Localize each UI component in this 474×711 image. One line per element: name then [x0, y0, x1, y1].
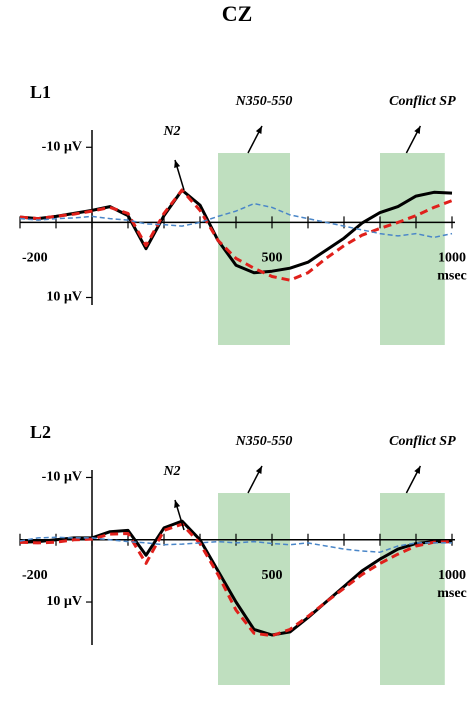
- x-tick-label: 1000: [438, 568, 466, 583]
- window-label: Conflict SP: [389, 434, 456, 449]
- panel-title: L1: [30, 82, 51, 102]
- arrow-head: [414, 126, 421, 134]
- y-tick-label: 10 µV: [46, 594, 82, 609]
- time-window: [380, 153, 445, 345]
- x-tick-label: 1000: [438, 251, 466, 266]
- window-label: N350-550: [235, 94, 293, 109]
- erp-wave: [19, 536, 452, 553]
- figure-title: CZ: [222, 1, 253, 26]
- arrow-head: [174, 500, 181, 508]
- arrow-head: [255, 126, 262, 134]
- x-tick-label: -200: [22, 251, 48, 266]
- erp-wave: [19, 188, 453, 282]
- erp-wave: [19, 202, 453, 239]
- x-tick-label: -200: [22, 568, 48, 583]
- arrow-head: [174, 160, 181, 168]
- x-axis-label: msec: [437, 586, 467, 601]
- time-window: [218, 153, 290, 345]
- peak-label: N2: [162, 464, 180, 479]
- window-label: Conflict SP: [389, 94, 456, 109]
- time-window: [380, 493, 445, 685]
- arrow-head: [255, 466, 262, 474]
- y-tick-label: -10 µV: [42, 470, 82, 485]
- y-tick-label: -10 µV: [42, 139, 82, 154]
- x-axis-label: msec: [437, 269, 467, 284]
- y-tick-label: 10 µV: [46, 290, 82, 305]
- x-tick-label: 500: [262, 568, 283, 583]
- x-tick-label: 500: [262, 251, 283, 266]
- peak-label: N2: [162, 124, 180, 139]
- arrow-head: [414, 466, 421, 474]
- panel-title: L2: [30, 422, 51, 442]
- window-label: N350-550: [235, 434, 293, 449]
- erp-wave: [19, 522, 453, 638]
